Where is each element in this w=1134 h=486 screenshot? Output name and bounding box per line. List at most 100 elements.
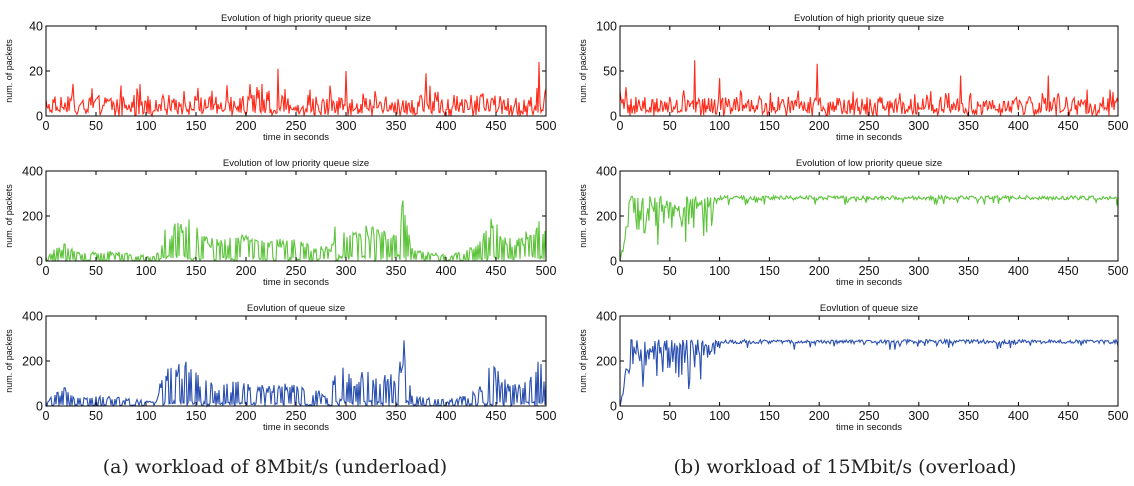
x-tick-label: 200 bbox=[236, 119, 257, 133]
x-tick-label: 300 bbox=[908, 119, 929, 133]
chart-panel-a-total: Eovlution of queue size 0 50 100 150 200 250 30… bbox=[4, 303, 556, 433]
chart-panel-a-low: Evolution of low priority queue size 0 50 1… bbox=[4, 158, 556, 288]
series-line bbox=[619, 60, 1119, 117]
x-tick-label: 100 bbox=[136, 119, 157, 133]
y-tick-label: 400 bbox=[22, 310, 43, 324]
y-tick-label: 200 bbox=[22, 355, 43, 369]
x-tick-label: 500 bbox=[536, 264, 557, 278]
x-tick-label: 400 bbox=[436, 409, 457, 423]
y-tick-label: 200 bbox=[596, 355, 617, 369]
x-tick-label: 0 bbox=[43, 409, 50, 423]
x-tick-label: 300 bbox=[908, 264, 929, 278]
y-axis-label: num. of packets bbox=[578, 329, 588, 393]
chart-title: Evolution of high priority queue size bbox=[794, 13, 944, 24]
y-axis-label: num. of packets bbox=[578, 39, 588, 103]
y-tick-label: 400 bbox=[22, 165, 43, 179]
x-axis-label: time in seconds bbox=[263, 277, 329, 288]
y-axis-label: num. of packets bbox=[4, 184, 14, 248]
x-tick-label: 50 bbox=[89, 119, 103, 133]
x-tick-label: 450 bbox=[1058, 409, 1079, 423]
y-axis-label: num. of packets bbox=[4, 329, 14, 393]
series-line bbox=[619, 193, 1119, 262]
x-tick-label: 250 bbox=[286, 409, 307, 423]
x-tick-label: 350 bbox=[386, 409, 407, 423]
y-axis-label: num. of packets bbox=[578, 184, 588, 248]
x-tick-label: 50 bbox=[663, 409, 677, 423]
axes-box bbox=[619, 170, 1119, 262]
x-tick-label: 400 bbox=[1008, 409, 1029, 423]
caption-underload: (a) workload of 8Mbit/s (underload) bbox=[102, 456, 448, 478]
x-tick-label: 0 bbox=[617, 409, 624, 423]
y-tick-label: 0 bbox=[36, 110, 43, 124]
x-tick-label: 250 bbox=[286, 264, 307, 278]
x-tick-label: 50 bbox=[89, 409, 103, 423]
y-tick-label: 50 bbox=[603, 65, 617, 79]
x-tick-label: 300 bbox=[336, 409, 357, 423]
x-axis-label: time in seconds bbox=[263, 132, 329, 143]
x-tick-label: 150 bbox=[186, 119, 207, 133]
x-axis-label: time in seconds bbox=[263, 422, 329, 433]
x-tick-label: 100 bbox=[709, 264, 730, 278]
x-tick-label: 450 bbox=[486, 119, 507, 133]
chart-title: Eovlution of queue size bbox=[820, 303, 918, 314]
x-tick-label: 200 bbox=[236, 409, 257, 423]
x-axis-label: time in seconds bbox=[836, 277, 902, 288]
y-tick-label: 0 bbox=[610, 400, 617, 414]
chart-title: Eovlution of queue size bbox=[247, 303, 345, 314]
y-tick-label: 20 bbox=[29, 65, 43, 79]
x-tick-label: 150 bbox=[759, 409, 780, 423]
series-line bbox=[45, 61, 547, 118]
chart-panel-b-total: Eovlution of queue size 0 50 100 150 200 250 30… bbox=[578, 303, 1128, 433]
x-tick-label: 500 bbox=[536, 119, 557, 133]
axes-box bbox=[45, 25, 547, 117]
y-tick-label: 200 bbox=[22, 210, 43, 224]
x-tick-label: 250 bbox=[859, 409, 880, 423]
x-tick-label: 500 bbox=[1108, 119, 1129, 133]
series-line bbox=[619, 337, 1119, 407]
x-tick-label: 300 bbox=[336, 119, 357, 133]
y-tick-label: 400 bbox=[596, 310, 617, 324]
x-tick-label: 500 bbox=[536, 409, 557, 423]
x-tick-label: 0 bbox=[617, 264, 624, 278]
x-tick-label: 100 bbox=[136, 409, 157, 423]
x-tick-label: 0 bbox=[43, 119, 50, 133]
chart-title: Evolution of high priority queue size bbox=[221, 13, 371, 24]
y-tick-label: 0 bbox=[610, 255, 617, 269]
x-tick-label: 200 bbox=[809, 409, 830, 423]
x-tick-label: 350 bbox=[386, 119, 407, 133]
chart-panel-b-low: Evolution of low priority queue size 0 50 1… bbox=[578, 158, 1128, 288]
y-tick-label: 0 bbox=[610, 110, 617, 124]
x-tick-label: 50 bbox=[89, 264, 103, 278]
caption-overload: (b) workload of 15Mbit/s (overload) bbox=[673, 456, 1017, 478]
y-tick-label: 0 bbox=[36, 400, 43, 414]
chart-title: Evolution of low priority queue size bbox=[223, 158, 369, 169]
x-tick-label: 200 bbox=[809, 264, 830, 278]
y-tick-label: 0 bbox=[36, 255, 43, 269]
x-tick-label: 450 bbox=[1058, 119, 1079, 133]
x-tick-label: 300 bbox=[336, 264, 357, 278]
x-tick-label: 450 bbox=[1058, 264, 1079, 278]
y-tick-label: 400 bbox=[596, 165, 617, 179]
x-tick-label: 0 bbox=[43, 264, 50, 278]
x-tick-label: 100 bbox=[709, 409, 730, 423]
series-line bbox=[45, 200, 547, 263]
x-tick-label: 300 bbox=[908, 409, 929, 423]
x-tick-label: 150 bbox=[186, 409, 207, 423]
x-tick-label: 400 bbox=[1008, 264, 1029, 278]
x-tick-label: 500 bbox=[1108, 264, 1129, 278]
x-tick-label: 50 bbox=[663, 119, 677, 133]
y-axis-label: num. of packets bbox=[4, 39, 14, 103]
x-axis-label: time in seconds bbox=[836, 132, 902, 143]
x-tick-label: 450 bbox=[486, 409, 507, 423]
x-tick-label: 150 bbox=[759, 264, 780, 278]
x-tick-label: 400 bbox=[1008, 119, 1029, 133]
chart-panel-b-high: Evolution of high priority queue size 0 50… bbox=[578, 13, 1128, 143]
chart-panel-a-high: Evolution of high priority queue size 0 50… bbox=[4, 13, 556, 143]
x-tick-label: 500 bbox=[1108, 409, 1129, 423]
x-tick-label: 350 bbox=[958, 264, 979, 278]
x-tick-label: 100 bbox=[709, 119, 730, 133]
x-tick-label: 150 bbox=[186, 264, 207, 278]
x-tick-label: 350 bbox=[958, 409, 979, 423]
x-tick-label: 400 bbox=[436, 119, 457, 133]
